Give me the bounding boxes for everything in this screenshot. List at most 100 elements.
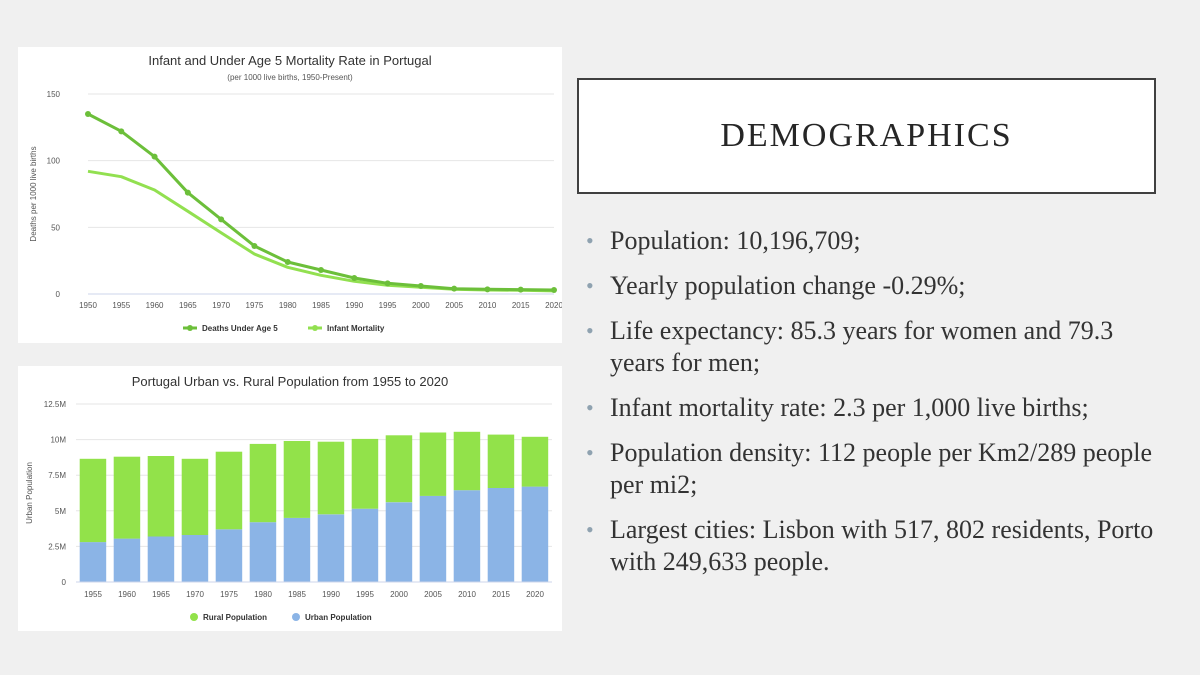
x-tick-label: 1980 (279, 301, 297, 310)
x-tick-label: 1990 (322, 590, 340, 599)
bar-rural (521, 436, 549, 487)
series-line (87, 112, 555, 292)
x-tick-label: 2005 (445, 301, 463, 310)
data-point (517, 286, 524, 293)
legend-marker (312, 325, 318, 331)
legend-label: Deaths Under Age 5 (202, 324, 278, 333)
bar-rural (317, 441, 345, 515)
bar-rural (215, 451, 243, 530)
y-tick-label: 7.5M (48, 471, 66, 480)
y-tick-label: 10M (50, 436, 66, 445)
chart-title: Portugal Urban vs. Rural Population from… (132, 374, 449, 389)
x-tick-label: 2000 (390, 590, 408, 599)
legend-label: Rural Population (203, 613, 267, 622)
mortality-chart-svg: Infant and Under Age 5 Mortality Rate in… (29, 53, 562, 333)
legend-marker (292, 613, 300, 621)
bar-urban (215, 529, 243, 582)
list-item-text: Life expectancy: 85.3 years for women an… (610, 316, 1114, 377)
x-tick-label: 1970 (186, 590, 204, 599)
bar-urban (351, 508, 379, 582)
y-axis-label: Urban Population (25, 462, 34, 524)
bar-urban (181, 535, 209, 582)
bullet-icon: • (586, 517, 594, 542)
population-chart: Portugal Urban vs. Rural Population from… (18, 366, 562, 631)
list-item: • Population: 10,196,709; (586, 225, 1166, 257)
y-tick-label: 2.5M (48, 542, 66, 551)
x-tick-label: 1980 (254, 590, 272, 599)
x-tick-label: 2020 (526, 590, 544, 599)
list-item-text: Yearly population change -0.29%; (610, 271, 966, 300)
list-item: • Largest cities: Lisbon with 517, 802 re… (586, 514, 1166, 578)
list-item: • Yearly population change -0.29%; (586, 270, 1166, 302)
legend-label: Infant Mortality (327, 324, 385, 333)
x-tick-label: 1955 (112, 301, 130, 310)
bar-urban (249, 522, 277, 582)
bar-urban (147, 536, 175, 582)
bar-rural (181, 458, 209, 535)
bar-urban (113, 538, 141, 582)
bar-rural (487, 434, 515, 488)
bar-rural (79, 458, 107, 543)
x-tick-label: 1955 (84, 590, 102, 599)
x-tick-label: 1985 (312, 301, 330, 310)
bar-urban (419, 495, 447, 582)
x-tick-label: 1975 (220, 590, 238, 599)
x-tick-label: 1960 (118, 590, 136, 599)
bullet-icon: • (586, 395, 594, 420)
bar-urban (317, 514, 345, 582)
bar-urban (521, 486, 549, 582)
bullet-icon: • (586, 440, 594, 465)
data-point (151, 153, 158, 160)
data-point (218, 216, 225, 223)
chart-subtitle: (per 1000 live births, 1950-Present) (227, 73, 353, 82)
bullet-icon: • (586, 318, 594, 343)
x-tick-label: 2015 (512, 301, 530, 310)
bar-rural (385, 435, 413, 503)
data-point (284, 259, 291, 265)
bar-rural (283, 441, 311, 518)
legend-marker (187, 325, 193, 331)
chart-title: Infant and Under Age 5 Mortality Rate in… (148, 53, 431, 68)
y-tick-label: 150 (47, 90, 61, 99)
x-tick-label: 2015 (492, 590, 510, 599)
x-tick-label: 1975 (246, 301, 264, 310)
bar-urban (453, 490, 481, 582)
bar-rural (351, 438, 379, 509)
list-item-text: Population: 10,196,709; (610, 226, 861, 255)
bar-rural (419, 432, 447, 496)
legend-label: Urban Population (305, 613, 372, 622)
bar-urban (283, 517, 311, 582)
x-tick-label: 1990 (345, 301, 363, 310)
list-item-text: Infant mortality rate: 2.3 per 1,000 liv… (610, 393, 1089, 422)
data-point (118, 128, 125, 135)
bar-urban (385, 502, 413, 582)
bar-rural (113, 456, 141, 539)
list-item: • Population density: 112 people per Km2/… (586, 437, 1166, 501)
y-tick-label: 0 (62, 578, 67, 587)
bar-rural (453, 431, 481, 491)
x-tick-label: 1995 (356, 590, 374, 599)
bar-urban (79, 542, 107, 582)
y-tick-label: 0 (56, 290, 61, 299)
x-tick-label: 1985 (288, 590, 306, 599)
data-point (318, 267, 324, 273)
bar-rural (249, 443, 277, 523)
x-tick-label: 2005 (424, 590, 442, 599)
bar-urban (487, 488, 515, 582)
demographics-list: • Population: 10,196,709; • Yearly populat… (586, 225, 1166, 591)
bullet-icon: • (586, 273, 594, 298)
x-tick-label: 1995 (379, 301, 397, 310)
data-point (384, 280, 391, 287)
x-tick-label: 1965 (152, 590, 170, 599)
x-tick-label: 1950 (79, 301, 97, 310)
mortality-chart: Infant and Under Age 5 Mortality Rate in… (18, 47, 562, 343)
y-tick-label: 100 (47, 157, 61, 166)
data-point (417, 283, 424, 289)
population-chart-svg: Portugal Urban vs. Rural Population from… (25, 374, 552, 622)
data-point (251, 243, 258, 249)
list-item: • Life expectancy: 85.3 years for women a… (586, 315, 1166, 379)
data-point (351, 275, 358, 281)
y-tick-label: 50 (51, 223, 60, 232)
data-point (184, 189, 191, 196)
y-axis-label: Deaths per 1000 live births (29, 146, 38, 241)
